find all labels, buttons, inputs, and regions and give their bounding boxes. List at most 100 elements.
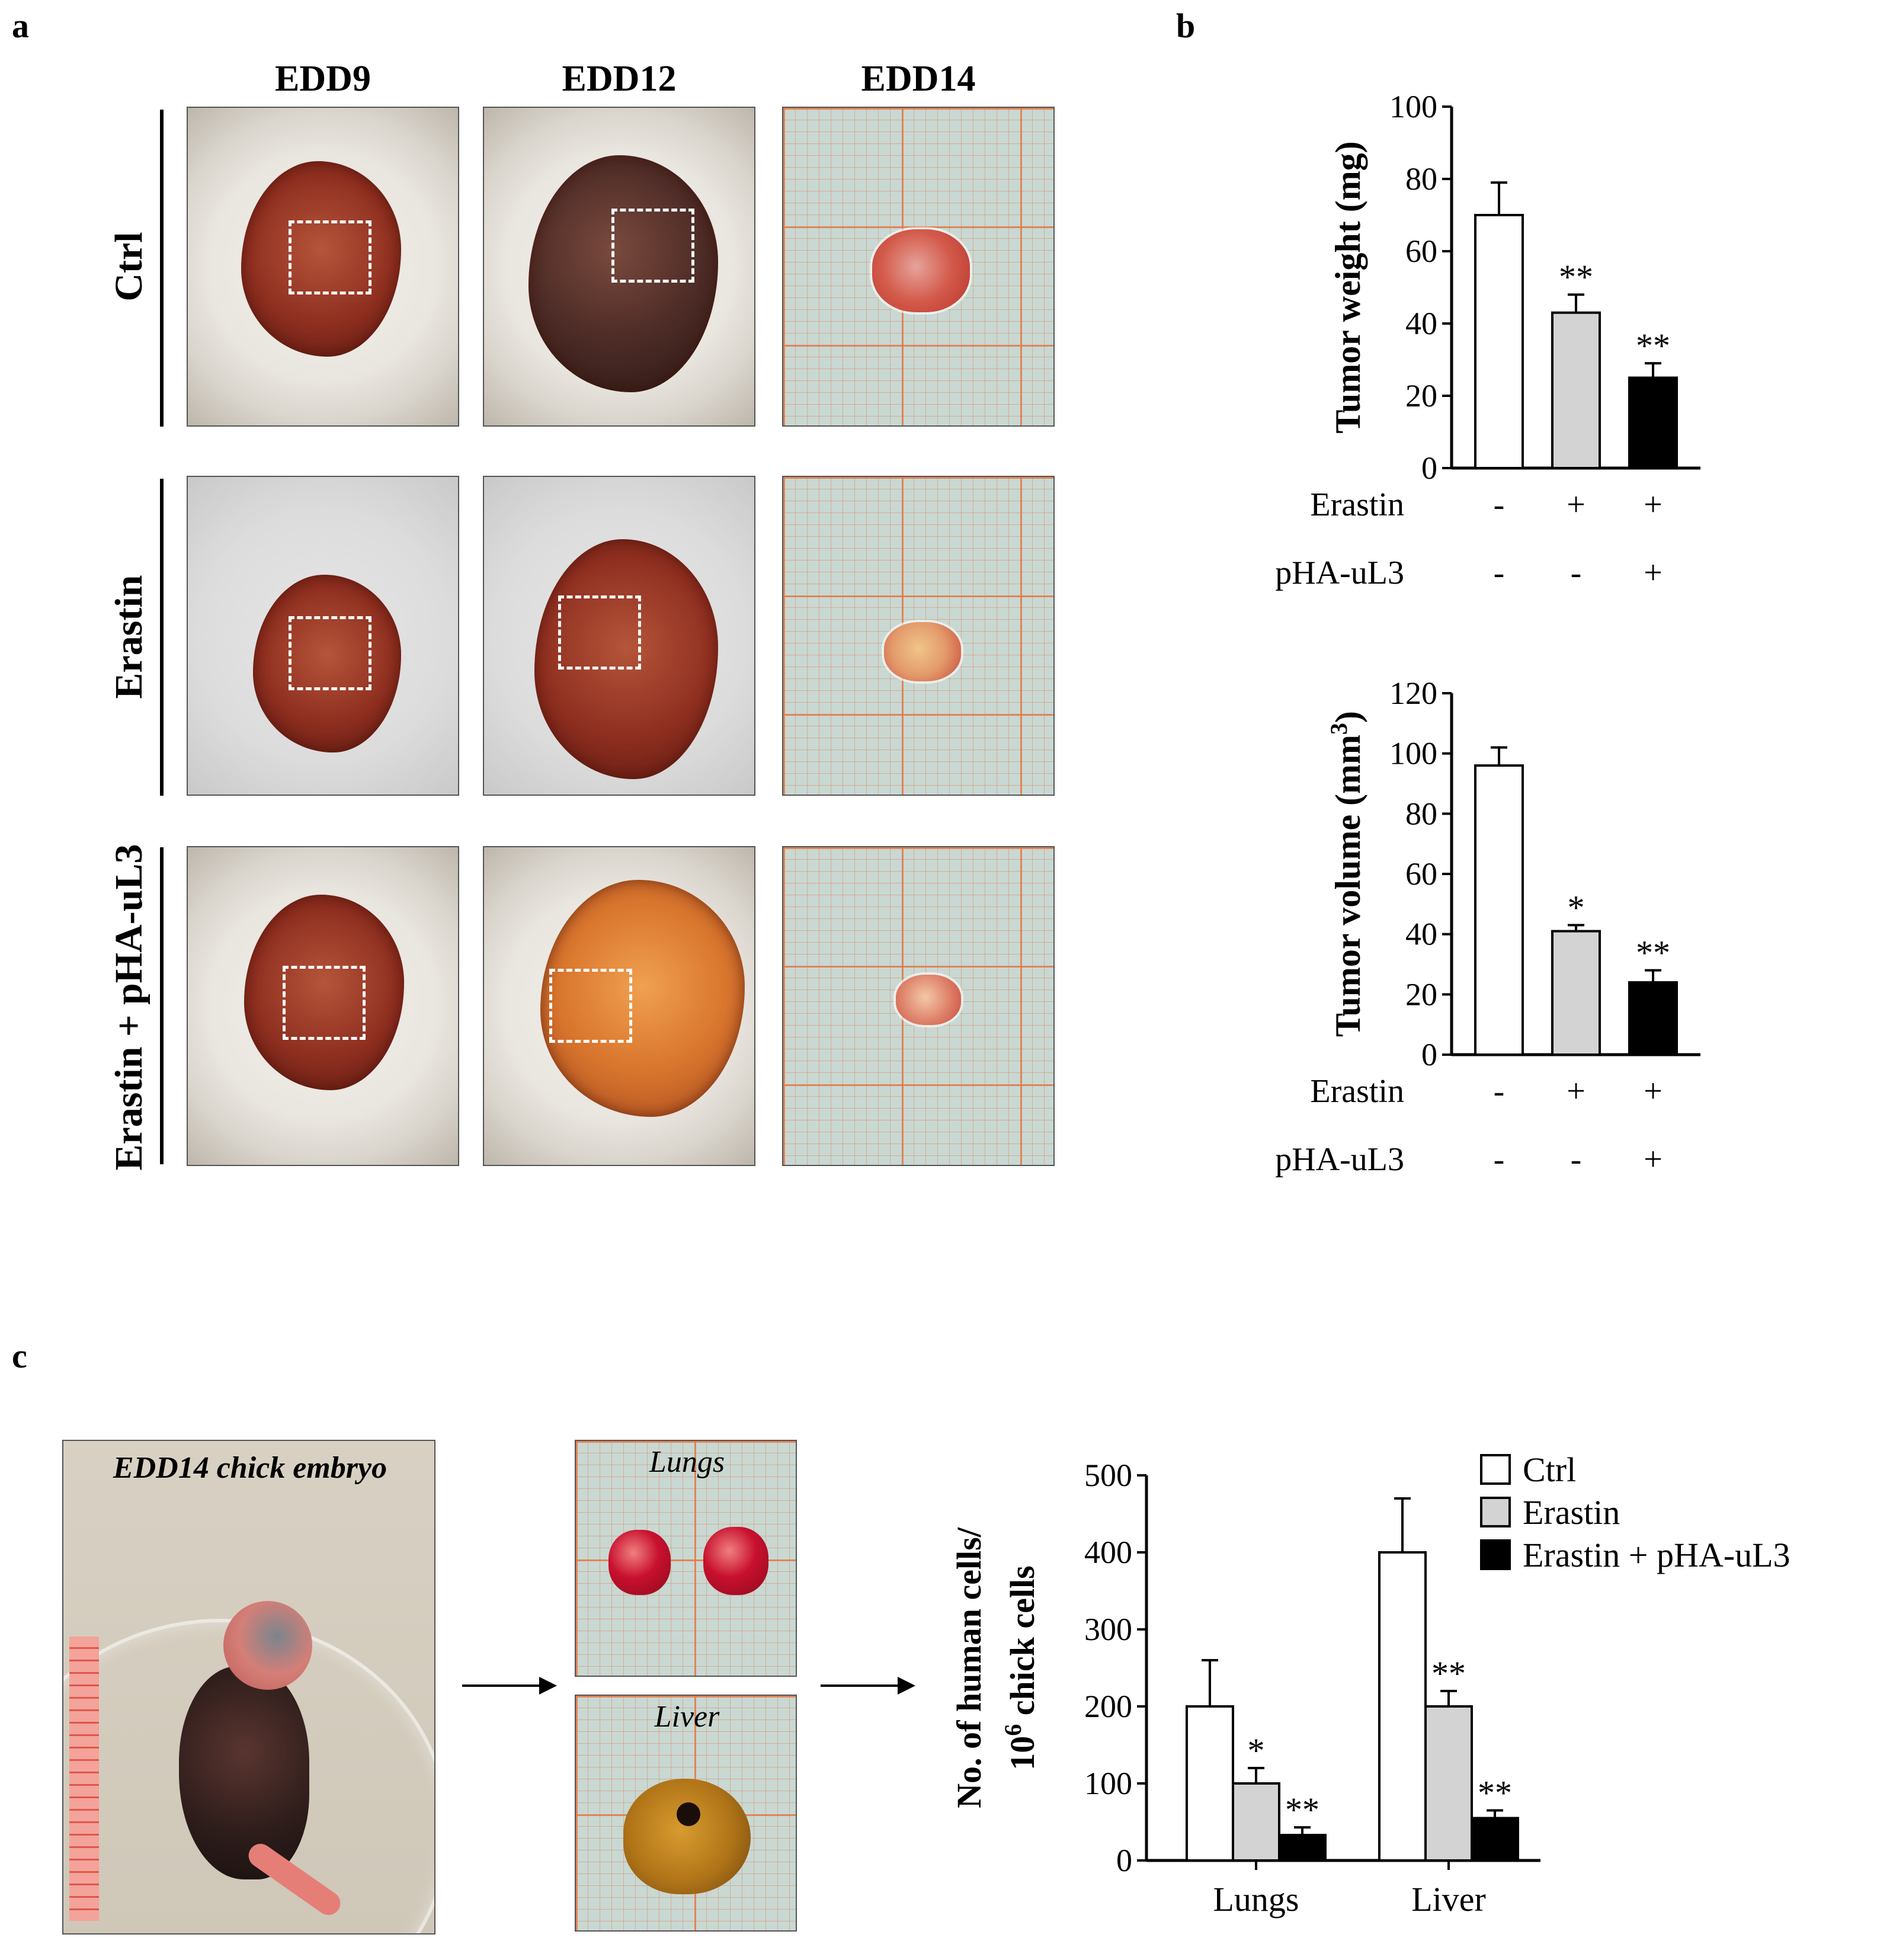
row-label-ctrl: Ctrl [107, 232, 150, 302]
legend-label: Erastin + pHA-uL3 [1523, 1536, 1790, 1574]
chart-human-cells: 0 100 200 300 400 500 No. of human cells/106 c… [950, 1450, 1790, 1919]
condition-mark: + [1644, 486, 1663, 523]
bar [1424, 1705, 1473, 1862]
chorioallantoic-window [528, 155, 718, 392]
chorioallantoic-window [534, 539, 718, 779]
embryo-photo-caption: EDD14 chick embryo [113, 1451, 387, 1485]
condition-mark: - [1571, 1141, 1582, 1178]
y-tick-label: 120 [1389, 675, 1437, 711]
y-tick-label: 40 [1405, 917, 1437, 952]
column-header-edd12: EDD12 [562, 59, 677, 99]
x-tick-label: Lungs [1213, 1880, 1299, 1919]
row-bracket-erastin-pha [160, 847, 164, 1164]
row-bracket-ctrl [160, 110, 164, 427]
photo-ctrl-edd14 [782, 107, 1055, 427]
condition-mark: + [1567, 486, 1585, 523]
chorioallantoic-window [244, 895, 404, 1090]
column-header-edd9: EDD9 [275, 59, 371, 99]
legend-swatch [1480, 1454, 1511, 1485]
photo-erastin-pha-edd12 [483, 846, 755, 1166]
condition-label: pHA-uL3 [1275, 555, 1404, 591]
gallbladder [677, 1802, 700, 1826]
condition-mark: - [1494, 1073, 1505, 1110]
y-tick-label: 200 [1084, 1689, 1132, 1724]
photo-erastin-edd14 [782, 476, 1055, 796]
panel-letter-c: c [12, 1337, 27, 1375]
tumor-region-box [549, 969, 632, 1043]
bar [1378, 1551, 1427, 1862]
bar [1474, 214, 1524, 469]
organ-label-lungs: Lungs [649, 1445, 725, 1479]
significance-label: * [1568, 888, 1585, 927]
y-axis-label-line2: 106 chick cells [1000, 1565, 1042, 1770]
bar [1232, 1782, 1280, 1862]
ruler [69, 1636, 99, 1921]
tumor-region-box [611, 209, 694, 283]
bar [1628, 376, 1678, 469]
chart-tumor-weight: 0 20 40 60 80 100 Tumor weight (mg) ** ** Erastin… [1275, 89, 1700, 591]
bar [1278, 1834, 1327, 1862]
y-tick-label: 20 [1405, 976, 1437, 1012]
row-label-erastin-pha: Erastin + pHA-uL3 [107, 844, 150, 1171]
y-tick-label: 300 [1084, 1612, 1132, 1647]
excised-tumor [872, 229, 970, 312]
column-header-edd14: EDD14 [861, 59, 976, 99]
y-tick-label: 0 [1116, 1843, 1132, 1878]
condition-mark: - [1571, 555, 1582, 591]
legend-swatch [1480, 1539, 1511, 1570]
condition-label: pHA-uL3 [1275, 1141, 1404, 1178]
photo-erastin-edd12 [483, 476, 755, 796]
panel-letter-a: a [12, 7, 29, 45]
condition-label: Erastin [1310, 486, 1404, 523]
y-tick-label: 40 [1405, 306, 1437, 341]
photo-ctrl-edd12 [483, 107, 755, 427]
significance-label: ** [1478, 1774, 1512, 1812]
y-axis-label: Tumor volume (mm3) [1325, 711, 1367, 1037]
bar [1471, 1817, 1519, 1862]
photo-ctrl-edd9 [187, 107, 459, 427]
photo-erastin-pha-edd9 [187, 846, 459, 1166]
excised-tumor [896, 975, 961, 1025]
significance-label: ** [1636, 326, 1670, 365]
condition-mark: + [1644, 555, 1663, 591]
bar [1186, 1705, 1234, 1862]
y-tick-label: 0 [1421, 1037, 1437, 1072]
condition-mark: + [1644, 1073, 1663, 1110]
y-tick-label: 400 [1084, 1535, 1132, 1570]
bar [1628, 981, 1678, 1056]
significance-label: * [1248, 1731, 1265, 1770]
lung-right [703, 1527, 768, 1595]
condition-mark: + [1644, 1141, 1663, 1178]
chorioallantoic-window [241, 161, 401, 357]
bar [1474, 764, 1524, 1056]
liver-organ [623, 1779, 751, 1894]
arrow-right-icon [821, 1677, 915, 1695]
excised-tumor [884, 622, 961, 681]
tumor-region-box [289, 616, 371, 690]
x-tick-label: Liver [1411, 1880, 1486, 1919]
significance-label: ** [1636, 934, 1670, 972]
embryo-head [223, 1601, 312, 1690]
y-tick-label: 20 [1405, 378, 1437, 414]
lung-left [608, 1530, 671, 1595]
photo-liver: Liver [575, 1695, 797, 1932]
photo-lungs: Lungs [575, 1440, 797, 1677]
y-tick-label: 100 [1389, 736, 1437, 771]
photo-edd14-chick-embryo: EDD14 chick embryo [62, 1440, 435, 1935]
panel-letter-b: b [1176, 7, 1196, 45]
bar [1551, 311, 1601, 469]
tumor-region-box [283, 966, 366, 1040]
y-axis-label-line1: No. of human cells/ [950, 1527, 988, 1808]
y-tick-label: 60 [1405, 233, 1437, 269]
condition-mark: + [1567, 1073, 1585, 1110]
y-tick-label: 80 [1405, 796, 1437, 831]
y-tick-label: 60 [1405, 856, 1437, 892]
row-bracket-erastin [160, 479, 164, 796]
condition-mark: - [1494, 1141, 1505, 1178]
tumor-region-box [558, 595, 641, 670]
y-tick-label: 80 [1405, 161, 1437, 197]
condition-mark: - [1494, 555, 1505, 591]
bar [1551, 930, 1601, 1056]
y-tick-label: 0 [1421, 450, 1437, 486]
y-axis-label: Tumor weight (mg) [1328, 141, 1367, 433]
